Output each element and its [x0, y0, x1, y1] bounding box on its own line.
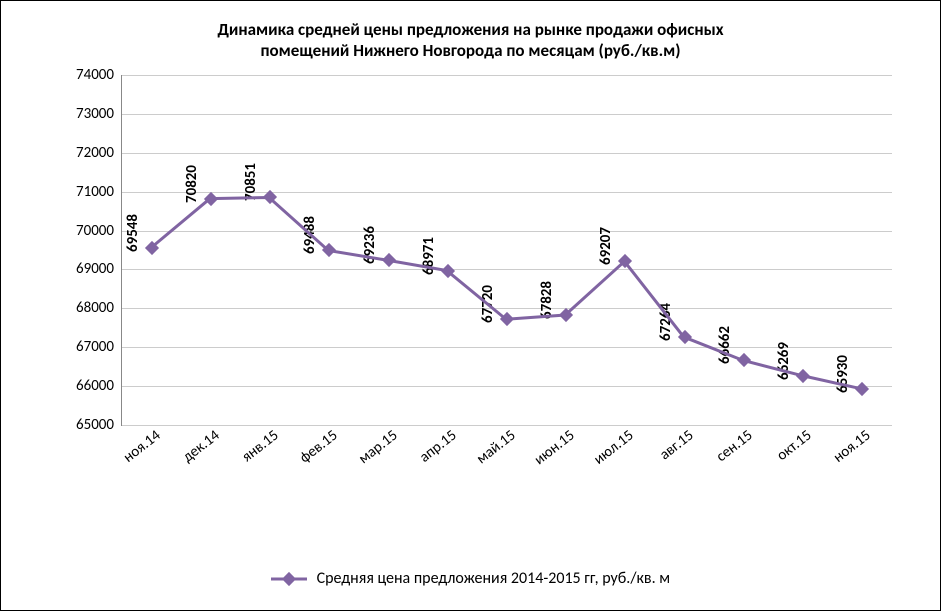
y-tick: 65000 — [76, 416, 122, 434]
y-tick: 69000 — [76, 260, 122, 278]
y-tick: 68000 — [76, 299, 122, 317]
x-tick: окт.15 — [774, 427, 816, 465]
x-tick: мар.15 — [355, 427, 401, 468]
legend: Средняя цена предложения 2014-2015 гг, р… — [1, 569, 940, 588]
legend-label: Средняя цена предложения 2014-2015 гг, р… — [317, 569, 671, 588]
x-tick: ноя.14 — [120, 427, 164, 467]
x-tick: ноя.15 — [830, 427, 874, 467]
y-tick: 72000 — [76, 144, 122, 162]
chart-title-line2: помещений Нижнего Новгорода по месяцам (… — [260, 40, 680, 61]
x-tick: май.15 — [473, 427, 519, 469]
y-tick: 73000 — [76, 105, 122, 123]
x-tick: авг.15 — [656, 427, 697, 465]
x-tick: сен.15 — [713, 427, 756, 466]
x-tick: июл.15 — [591, 427, 638, 469]
x-tick: фев.15 — [297, 427, 342, 468]
y-tick: 66000 — [76, 377, 122, 395]
x-tick: дек.14 — [179, 427, 223, 467]
y-tick: 67000 — [76, 338, 122, 356]
chart-title: Динамика средней цены предложения на рын… — [1, 1, 940, 69]
y-tick: 71000 — [76, 183, 122, 201]
x-tick: июн.15 — [531, 427, 578, 469]
x-tick: апр.15 — [416, 427, 460, 467]
y-tick: 70000 — [76, 222, 122, 240]
x-tick: янв.15 — [239, 427, 283, 467]
chart-title-line1: Динамика средней цены предложения на рын… — [217, 19, 723, 40]
legend-marker-icon — [271, 574, 307, 584]
chart-frame: Динамика средней цены предложения на рын… — [0, 0, 941, 611]
plot-area: 6500066000670006800069000700007100072000… — [121, 75, 891, 425]
y-tick: 74000 — [76, 66, 122, 84]
